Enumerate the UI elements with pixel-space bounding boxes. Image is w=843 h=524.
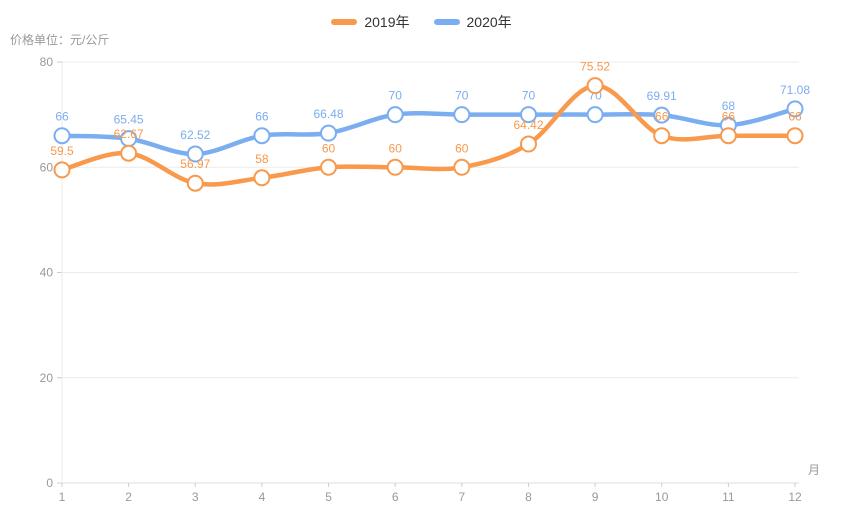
data-point-2020年-m1[interactable] — [53, 127, 71, 145]
data-point-2020年-m4[interactable] — [253, 127, 271, 145]
value-label-2020年-m1: 66 — [55, 110, 69, 124]
value-label-2019年-m7: 60 — [455, 141, 469, 155]
value-label-2020年-m10: 69.91 — [647, 89, 677, 103]
value-label-2019年-m4: 58 — [255, 152, 269, 166]
value-label-2020年-m7: 70 — [455, 89, 469, 103]
data-point-2020年-m3[interactable] — [186, 145, 204, 163]
data-point-2020年-m6[interactable] — [386, 106, 404, 124]
legend-swatch-2019-icon — [331, 19, 358, 25]
data-point-2019年-m6[interactable] — [386, 158, 404, 176]
data-point-2019年-m3[interactable] — [186, 174, 204, 192]
x-tick-label: 3 — [192, 490, 199, 504]
x-tick-label: 9 — [592, 490, 599, 504]
value-label-2020年-m2: 65.45 — [114, 113, 144, 127]
data-point-2020年-m12[interactable] — [786, 100, 804, 118]
x-tick-label: 2 — [125, 490, 132, 504]
data-point-2019年-m4[interactable] — [253, 169, 271, 187]
legend-item-2019[interactable]: 2019年 — [331, 12, 410, 32]
data-point-2019年-m9[interactable] — [586, 77, 604, 95]
value-label-2020年-m3: 62.52 — [180, 128, 210, 142]
y-tick-label: 60 — [40, 160, 54, 174]
data-point-2019年-m10[interactable] — [653, 127, 671, 145]
y-tick-label: 40 — [40, 266, 54, 280]
value-label-2020年-m5: 66.48 — [313, 107, 343, 121]
data-point-2019年-m1[interactable] — [53, 161, 71, 179]
value-label-2020年-m6: 70 — [389, 89, 403, 103]
y-tick-label: 80 — [40, 55, 54, 69]
x-tick-label: 6 — [392, 490, 399, 504]
x-tick-label: 10 — [655, 490, 669, 504]
y-axis-unit-label: 价格单位：元/公斤 — [10, 33, 110, 47]
value-label-2020年-m11: 68 — [722, 99, 736, 113]
data-point-2019年-m2[interactable] — [120, 144, 138, 162]
data-point-2020年-m10[interactable] — [653, 106, 671, 124]
value-label-2019年-m5: 60 — [322, 141, 336, 155]
value-label-2019年-m8: 64.42 — [513, 118, 543, 132]
data-point-2020年-m8[interactable] — [520, 106, 537, 124]
data-point-2020年-m5[interactable] — [320, 124, 337, 142]
value-label-2019年-m1: 59.5 — [50, 144, 74, 158]
data-point-2020年-m9[interactable] — [586, 106, 604, 124]
legend-swatch-2020-icon — [433, 19, 460, 25]
series-line-2019年 — [59, 83, 798, 187]
value-label-2020年-m8: 70 — [522, 89, 536, 103]
data-point-2019年-m8[interactable] — [520, 135, 537, 153]
data-point-2019年-m5[interactable] — [320, 158, 337, 176]
x-tick-label: 7 — [458, 490, 465, 504]
legend-item-2020[interactable]: 2020年 — [433, 12, 512, 32]
x-tick-label: 4 — [259, 490, 266, 504]
x-tick-label: 5 — [325, 490, 332, 504]
y-tick-label: 20 — [40, 371, 54, 385]
value-label-2019年-m3: 56.97 — [180, 157, 210, 171]
value-label-2019年-m6: 60 — [389, 141, 403, 155]
value-label-2019年-m2: 62.67 — [114, 127, 144, 141]
value-label-2019年-m9: 75.52 — [580, 60, 610, 74]
data-point-2019年-m11[interactable] — [719, 127, 737, 145]
value-label-2020年-m12: 71.08 — [780, 83, 810, 97]
value-label-2019年-m11: 66 — [722, 110, 736, 124]
data-point-2020年-m7[interactable] — [453, 106, 471, 124]
series-line-2020年 — [59, 106, 798, 157]
value-label-2020年-m4: 66 — [255, 110, 269, 124]
y-tick-label: 0 — [46, 476, 53, 490]
legend-label-2020: 2020年 — [466, 14, 512, 30]
data-point-2019年-m12[interactable] — [786, 127, 804, 145]
value-label-2019年-m12: 66 — [788, 110, 802, 124]
x-tick-label: 11 — [722, 490, 735, 504]
x-tick-label: 1 — [59, 490, 66, 504]
value-label-2019年-m10: 66 — [655, 110, 669, 124]
x-axis-suffix-label: 月 — [808, 463, 821, 477]
x-tick-label: 8 — [525, 490, 532, 504]
data-point-2019年-m7[interactable] — [453, 158, 471, 176]
legend-label-2019: 2019年 — [364, 14, 410, 30]
chart-legend: 2019年 2020年 — [0, 12, 843, 32]
x-tick-label: 12 — [788, 490, 802, 504]
